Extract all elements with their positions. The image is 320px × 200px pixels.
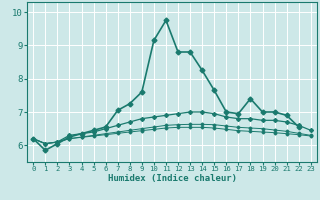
X-axis label: Humidex (Indice chaleur): Humidex (Indice chaleur) bbox=[108, 174, 236, 183]
